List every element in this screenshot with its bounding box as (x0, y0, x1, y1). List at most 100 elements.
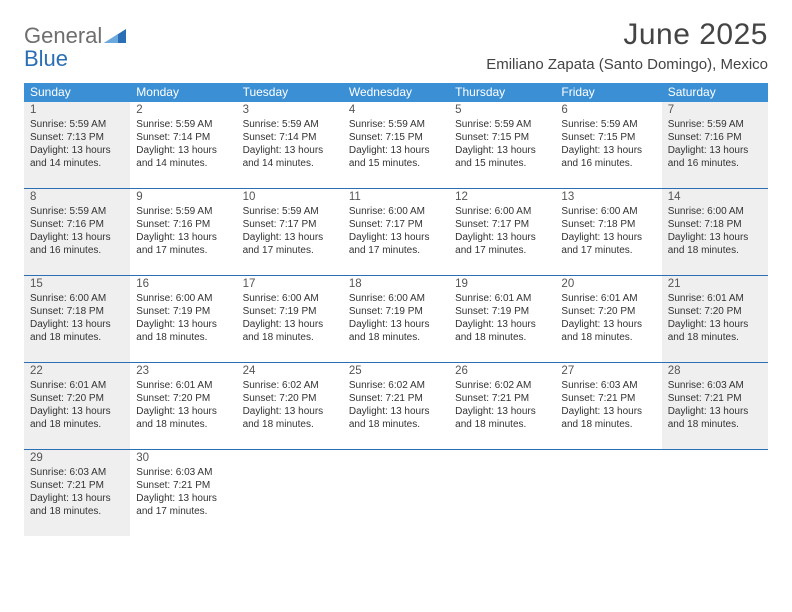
day-info-line: and 18 minutes. (349, 331, 443, 344)
day-number: 25 (349, 365, 443, 377)
day-cell: 21 Sunrise: 6:01 AMSunset: 7:20 PMDayligh… (662, 276, 768, 362)
day-number: 27 (561, 365, 655, 377)
day-info-line: Sunset: 7:15 PM (561, 131, 655, 144)
day-cell (662, 450, 768, 536)
day-info-line: Sunset: 7:19 PM (136, 305, 230, 318)
day-info-line: Sunrise: 5:59 AM (243, 118, 337, 131)
day-info-line: Sunset: 7:20 PM (561, 305, 655, 318)
dow-tue: Tuesday (237, 83, 343, 102)
day-info-line: Sunset: 7:19 PM (349, 305, 443, 318)
day-info-line: Sunset: 7:21 PM (30, 479, 124, 492)
day-info-line: Sunset: 7:21 PM (668, 392, 762, 405)
day-info-line: Daylight: 13 hours (561, 231, 655, 244)
day-cell: 3Sunrise: 5:59 AMSunset: 7:14 PMDaylight… (237, 102, 343, 188)
day-info-line: Daylight: 13 hours (30, 231, 124, 244)
day-info-line: Sunrise: 6:03 AM (668, 379, 762, 392)
day-info-line: Sunrise: 5:59 AM (30, 205, 124, 218)
day-info-line: Sunrise: 5:59 AM (455, 118, 549, 131)
day-info-line: and 16 minutes. (561, 157, 655, 170)
day-cell: 27Sunrise: 6:03 AMSunset: 7:21 PMDayligh… (555, 363, 661, 449)
day-info-line: Sunrise: 6:01 AM (136, 379, 230, 392)
calendar-page: General Blue June 2025 Emiliano Zapata (… (0, 0, 792, 560)
day-number: 8 (30, 191, 124, 203)
day-number: 11 (349, 191, 443, 203)
day-info-line: Daylight: 13 hours (136, 231, 230, 244)
day-number: 10 (243, 191, 337, 203)
day-info-line: Daylight: 13 hours (30, 492, 124, 505)
day-info-line: Sunset: 7:18 PM (561, 218, 655, 231)
day-cell: 26Sunrise: 6:02 AMSunset: 7:21 PMDayligh… (449, 363, 555, 449)
day-info-line: Daylight: 13 hours (136, 144, 230, 157)
brand-triangle-icon (104, 29, 126, 43)
day-info-line: and 18 minutes. (668, 244, 762, 257)
day-info-line: Daylight: 13 hours (668, 231, 762, 244)
day-info-line: Sunrise: 6:01 AM (668, 292, 762, 305)
day-info-line: Sunset: 7:21 PM (136, 479, 230, 492)
day-info-line: and 14 minutes. (243, 157, 337, 170)
day-cell: 10Sunrise: 5:59 AMSunset: 7:17 PMDayligh… (237, 189, 343, 275)
day-info-line: Sunset: 7:18 PM (30, 305, 124, 318)
day-info-line: and 17 minutes. (243, 244, 337, 257)
day-info-line: Sunrise: 6:02 AM (455, 379, 549, 392)
day-info-line: Sunset: 7:19 PM (243, 305, 337, 318)
day-info-line: and 18 minutes. (668, 331, 762, 344)
day-info-line: Sunset: 7:16 PM (136, 218, 230, 231)
day-info-line: and 17 minutes. (136, 505, 230, 518)
day-number: 30 (136, 452, 230, 464)
day-info-line: Daylight: 13 hours (668, 318, 762, 331)
day-number: 12 (455, 191, 549, 203)
title-block: June 2025 Emiliano Zapata (Santo Domingo… (486, 18, 768, 73)
day-of-week-header: Sunday Monday Tuesday Wednesday Thursday… (24, 83, 768, 102)
day-info-line: Daylight: 13 hours (561, 318, 655, 331)
day-info-line: Sunrise: 6:01 AM (561, 292, 655, 305)
day-info-line: Sunrise: 6:00 AM (561, 205, 655, 218)
day-number: 26 (455, 365, 549, 377)
day-number: 17 (243, 278, 337, 290)
day-info-line: Sunrise: 6:00 AM (349, 292, 443, 305)
day-info-line: and 17 minutes. (349, 244, 443, 257)
day-number: 16 (136, 278, 230, 290)
day-cell: 12Sunrise: 6:00 AMSunset: 7:17 PMDayligh… (449, 189, 555, 275)
day-info-line: Sunrise: 6:00 AM (136, 292, 230, 305)
day-number: 21 (668, 278, 762, 290)
week-row: 15Sunrise: 6:00 AMSunset: 7:18 PMDayligh… (24, 276, 768, 363)
day-number: 5 (455, 104, 549, 116)
day-info-line: Daylight: 13 hours (561, 144, 655, 157)
day-cell (343, 450, 449, 536)
day-cell: 8 Sunrise: 5:59 AMSunset: 7:16 PMDaylight… (24, 189, 130, 275)
day-info-line: Sunset: 7:19 PM (455, 305, 549, 318)
dow-fri: Friday (555, 83, 661, 102)
day-cell: 14Sunrise: 6:00 AMSunset: 7:18 PMDayligh… (662, 189, 768, 275)
day-info-line: Daylight: 13 hours (668, 144, 762, 157)
day-info-line: Daylight: 13 hours (668, 405, 762, 418)
week-row: 1Sunrise: 5:59 AMSunset: 7:13 PMDaylight… (24, 102, 768, 189)
day-info-line: Sunset: 7:20 PM (668, 305, 762, 318)
day-cell: 16Sunrise: 6:00 AMSunset: 7:19 PMDayligh… (130, 276, 236, 362)
day-info-line: Sunrise: 6:01 AM (30, 379, 124, 392)
day-cell: 17Sunrise: 6:00 AMSunset: 7:19 PMDayligh… (237, 276, 343, 362)
day-info-line: Daylight: 13 hours (349, 405, 443, 418)
day-cell: 18Sunrise: 6:00 AMSunset: 7:19 PMDayligh… (343, 276, 449, 362)
day-info-line: Sunrise: 6:00 AM (349, 205, 443, 218)
day-info-line: Daylight: 13 hours (30, 144, 124, 157)
day-info-line: Sunset: 7:16 PM (30, 218, 124, 231)
day-cell: 5Sunrise: 5:59 AMSunset: 7:15 PMDaylight… (449, 102, 555, 188)
day-cell: 20 Sunrise: 6:01 AMSunset: 7:20 PMDayligh… (555, 276, 661, 362)
day-info-line: and 18 minutes. (349, 418, 443, 431)
day-number: 14 (668, 191, 762, 203)
day-info-line: and 18 minutes. (30, 505, 124, 518)
day-info-line: Sunrise: 6:00 AM (668, 205, 762, 218)
day-info-line: and 18 minutes. (455, 331, 549, 344)
day-number: 1 (30, 104, 124, 116)
day-cell: 4Sunrise: 5:59 AMSunset: 7:15 PMDaylight… (343, 102, 449, 188)
day-info-line: Sunrise: 6:00 AM (455, 205, 549, 218)
day-info-line: and 14 minutes. (136, 157, 230, 170)
day-info-line: Daylight: 13 hours (243, 231, 337, 244)
day-number: 20 (561, 278, 655, 290)
day-number: 3 (243, 104, 337, 116)
brand-word-2: Blue (24, 46, 68, 71)
brand-logo: General Blue (24, 18, 126, 70)
day-info-line: Sunrise: 5:59 AM (30, 118, 124, 131)
day-info-line: Sunrise: 5:59 AM (668, 118, 762, 131)
dow-thu: Thursday (449, 83, 555, 102)
